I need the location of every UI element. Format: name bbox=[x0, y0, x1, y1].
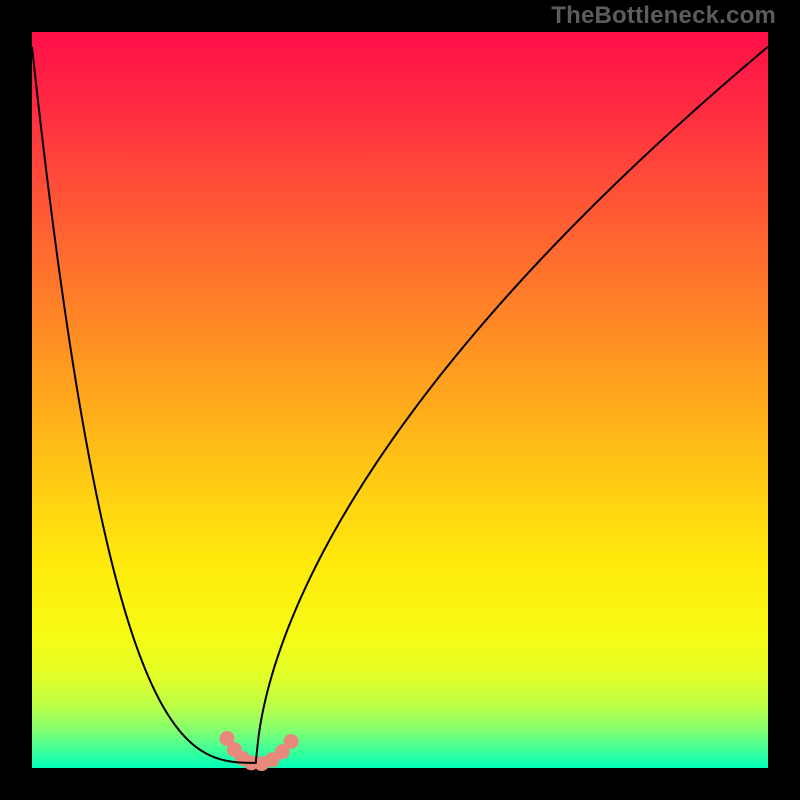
watermark-text: TheBottleneck.com bbox=[551, 2, 776, 30]
plot-frame bbox=[32, 32, 768, 768]
dip-dot bbox=[284, 734, 299, 749]
plot-svg bbox=[32, 32, 768, 768]
bottleneck-curve bbox=[32, 47, 768, 763]
